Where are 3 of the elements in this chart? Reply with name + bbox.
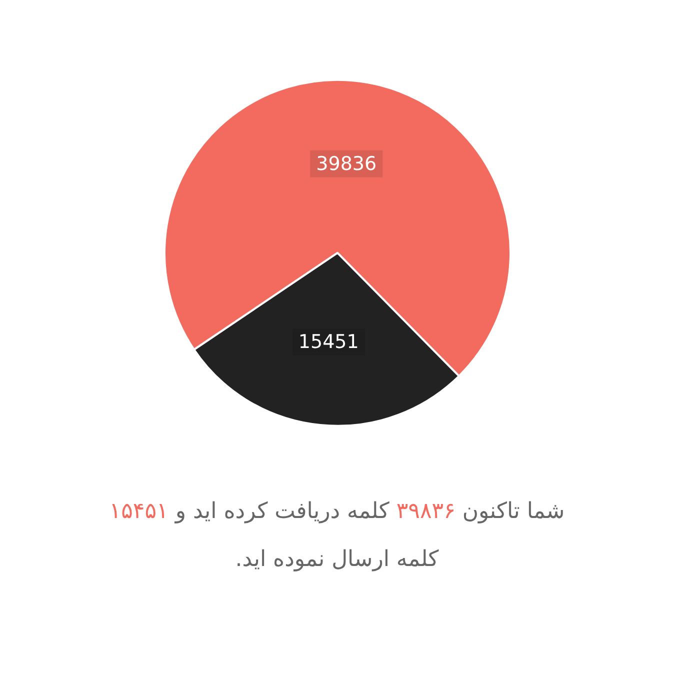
data-label: 15451 [298,330,359,353]
text: شما تاکنون ۳۹۸۳۶ کلمه دریافت کرده اید و ۱۵۴۵۱ کلمه ارسال نموده اید. [109,499,565,572]
data-label: 39836 [316,152,377,175]
